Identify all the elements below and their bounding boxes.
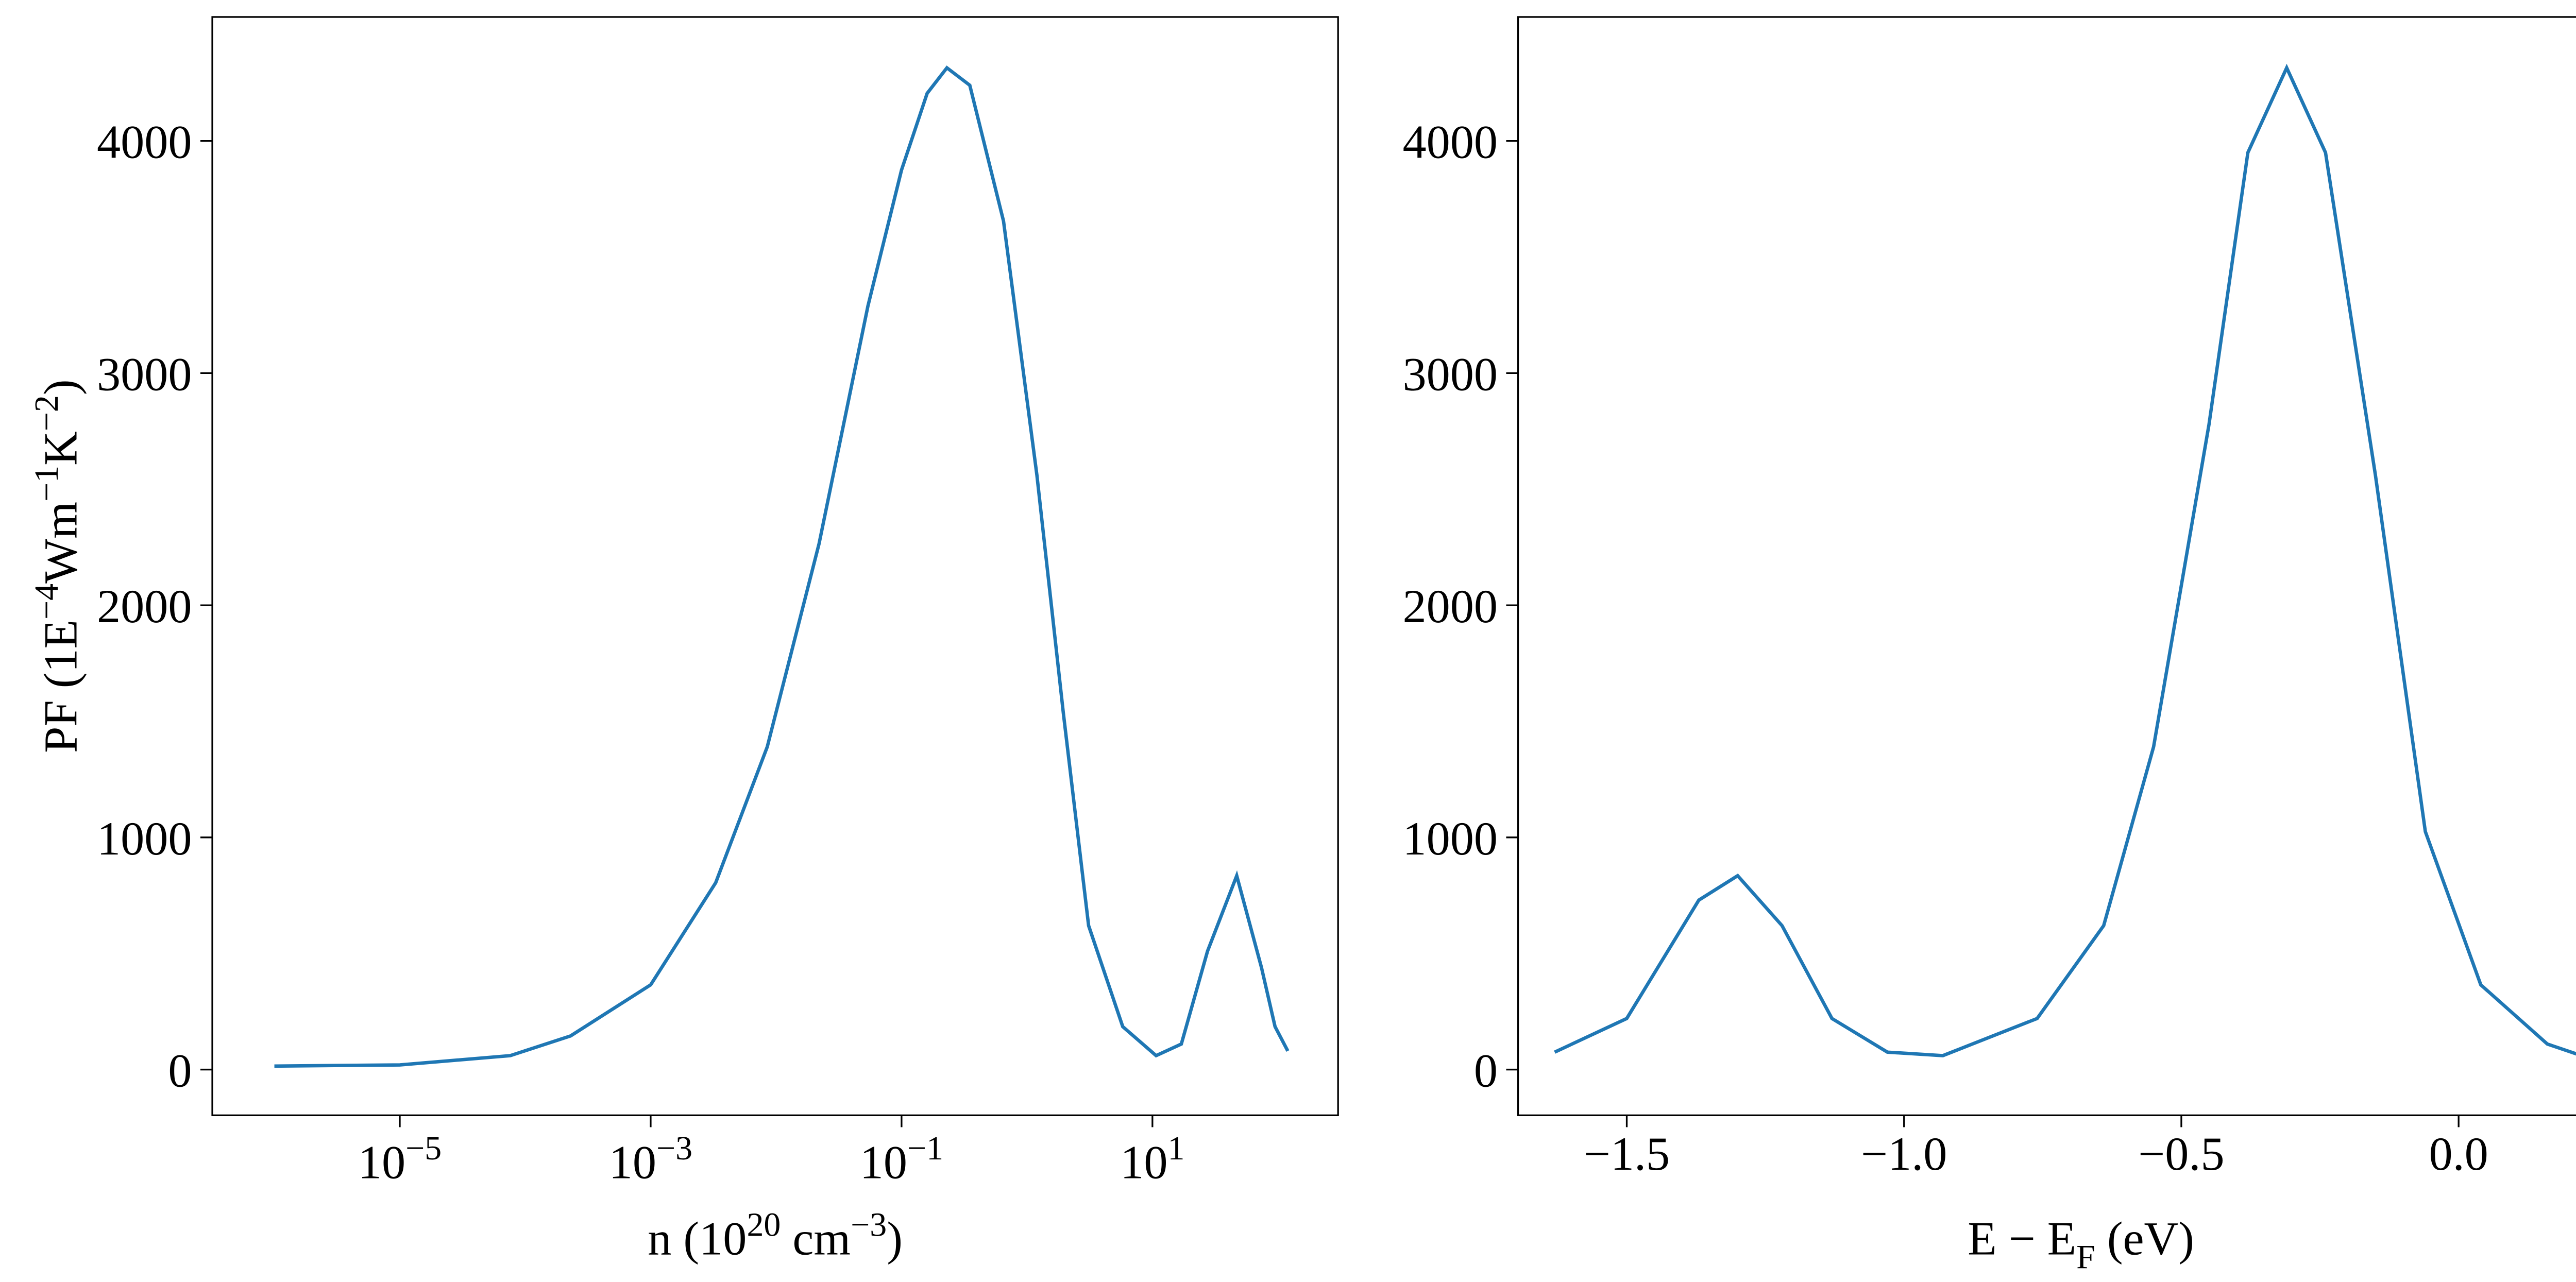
- y-tick-label: 1000: [1402, 812, 1498, 865]
- y-tick-label: 0: [1474, 1045, 1498, 1097]
- label-part: 10: [609, 1136, 656, 1188]
- y-axis-label: PF (1E−4Wm−1K−2): [28, 379, 87, 753]
- label-part: E − E: [1968, 1212, 2076, 1265]
- label-part: 1: [1167, 1130, 1184, 1167]
- y-tick-label: 2000: [1402, 580, 1498, 633]
- axes-frame: [1517, 16, 2576, 1116]
- y-tick-label: 3000: [97, 348, 192, 400]
- label-part: 10: [1120, 1136, 1167, 1188]
- y-tick-label: 4000: [1402, 116, 1498, 168]
- y-tick-label: 2000: [97, 580, 192, 633]
- label-part: 10: [860, 1136, 907, 1188]
- label-part: −3: [851, 1206, 887, 1243]
- y-tick-label: 3000: [1402, 348, 1498, 400]
- y-tick-label: 0: [168, 1045, 192, 1097]
- label-part: PF (1E: [34, 620, 87, 753]
- label-part: −5: [405, 1130, 442, 1167]
- x-tick-label: −1.5: [1584, 1127, 1670, 1180]
- x-tick-label: 10−3: [609, 1130, 692, 1188]
- data-line: [1554, 63, 2576, 1057]
- x-tick-label: −0.5: [2138, 1127, 2224, 1180]
- label-part: −1: [28, 466, 65, 502]
- x-tick-label: −1.0: [1861, 1127, 1947, 1180]
- label-part: 20: [747, 1206, 781, 1243]
- label-part: F: [2076, 1238, 2095, 1276]
- label-part: K: [34, 431, 87, 466]
- label-part: −2: [28, 395, 65, 431]
- label-part: ): [34, 379, 87, 395]
- label-part: 10: [358, 1136, 405, 1188]
- x-tick-label: 101: [1120, 1130, 1184, 1188]
- label-part: cm: [781, 1212, 851, 1265]
- axes-frame: [211, 16, 1339, 1116]
- label-part: Wm: [34, 502, 87, 584]
- label-part: n (10: [648, 1212, 747, 1265]
- label-part: −4: [28, 584, 65, 620]
- x-tick-label: 10−5: [358, 1130, 442, 1188]
- data-line: [274, 65, 1290, 1068]
- label-part: (eV): [2095, 1212, 2194, 1265]
- x-tick-label: 10−1: [860, 1130, 943, 1188]
- x-axis-label: n (1020 cm−3): [648, 1206, 903, 1264]
- label-part: −1: [907, 1130, 943, 1167]
- label-part: −3: [656, 1130, 692, 1167]
- y-tick-label: 4000: [97, 116, 192, 168]
- label-part: ): [887, 1212, 903, 1265]
- x-axis-label: E − EF (eV): [1968, 1212, 2194, 1276]
- y-tick-label: 1000: [97, 812, 192, 865]
- x-tick-label: 0.0: [2429, 1127, 2488, 1180]
